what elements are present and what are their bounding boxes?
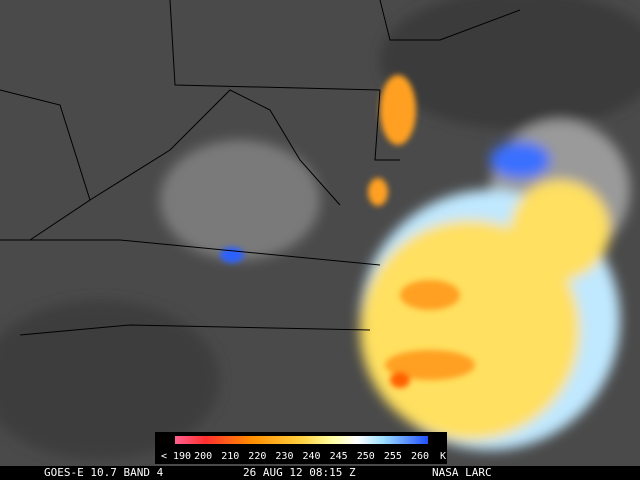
colorbar-unit: K <box>440 451 446 462</box>
colorbar-label: 220 <box>248 451 266 462</box>
colorbar-label: < 190 <box>161 451 191 462</box>
footer-timestamp: 26 AUG 12 08:15 Z <box>243 466 356 479</box>
colorbar-label: 255 <box>384 451 402 462</box>
footer-satellite: GOES-E 10.7 BAND 4 <box>44 466 164 479</box>
cold-tops <box>220 75 475 388</box>
colorbar: K < 190 200 210 220 230 240 245 250 255 260 <box>155 432 447 464</box>
colorbar-label: 200 <box>194 451 212 462</box>
footer-bar <box>0 466 640 480</box>
colorbar-label: 240 <box>303 451 321 462</box>
colorbar-label: 250 <box>357 451 375 462</box>
colorbar-label: 210 <box>221 451 239 462</box>
colorbar-label: 245 <box>330 451 348 462</box>
footer-source: NASA LARC <box>432 466 492 479</box>
boundaries <box>0 0 521 336</box>
colorbar-gradient <box>175 436 428 444</box>
colorbar-label: 230 <box>275 451 293 462</box>
colorbar-label: 260 <box>411 451 429 462</box>
clouds <box>0 0 640 460</box>
